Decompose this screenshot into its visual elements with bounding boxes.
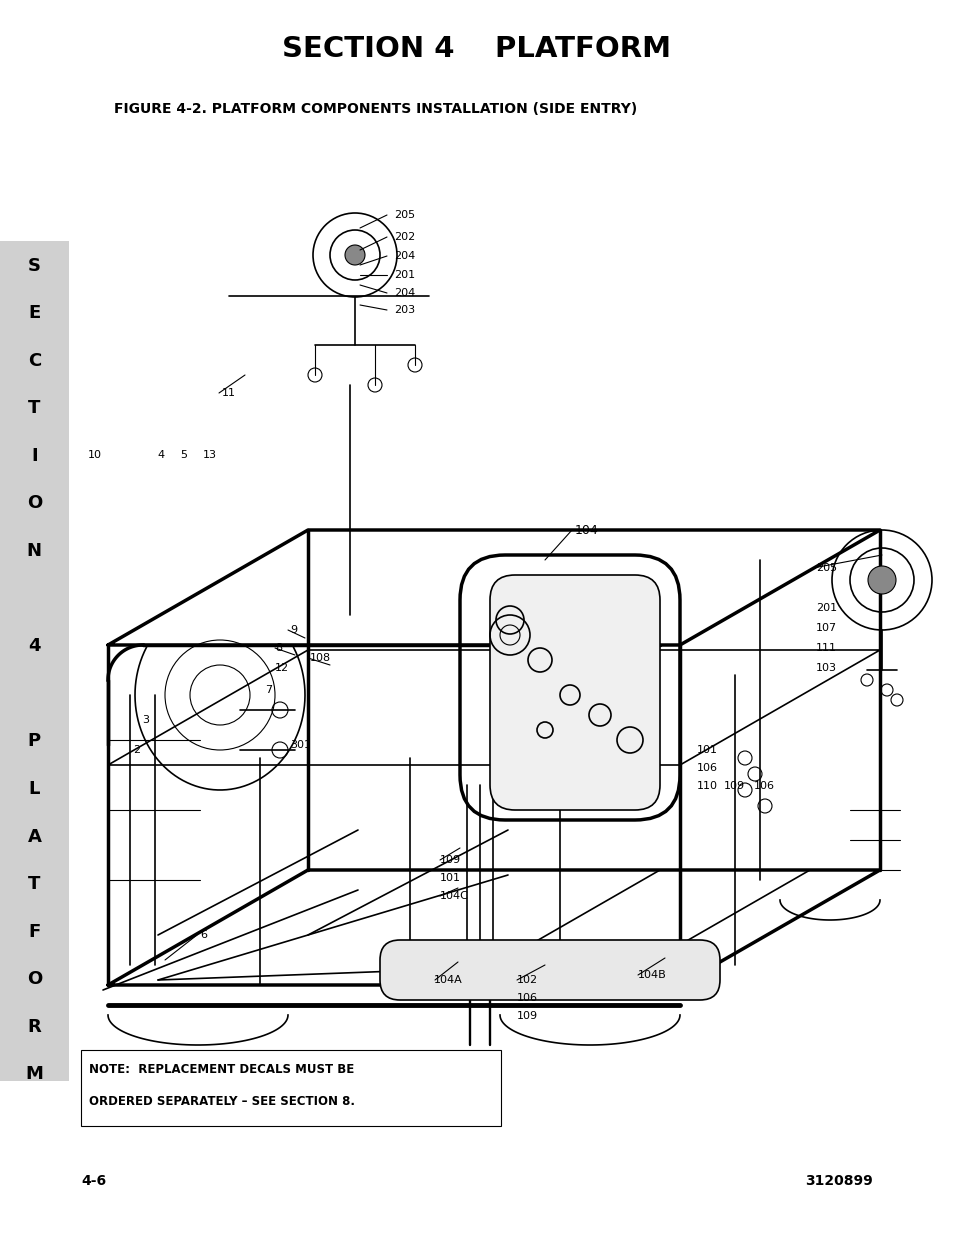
Text: O: O [27,971,42,988]
Text: F: F [29,923,40,941]
Text: 204: 204 [394,288,415,298]
Circle shape [867,566,895,594]
Text: 11: 11 [222,388,235,398]
Text: 3120899: 3120899 [804,1173,872,1188]
Text: 6: 6 [200,930,207,940]
FancyBboxPatch shape [490,576,659,810]
Text: 106: 106 [697,763,718,773]
Text: P: P [28,732,41,751]
Text: 8: 8 [274,643,282,653]
Text: 201: 201 [815,603,836,613]
Text: E: E [29,304,40,322]
Text: 101: 101 [697,745,718,755]
Circle shape [345,245,365,266]
Text: 111: 111 [815,643,836,653]
Bar [81,1050,500,1126]
Text: 102: 102 [517,974,537,986]
Text: NOTE:  REPLACEMENT DECALS MUST BE: NOTE: REPLACEMENT DECALS MUST BE [89,1063,354,1076]
Text: 301: 301 [290,740,311,750]
Bar [0,241,69,1081]
Text: A: A [28,827,41,846]
Text: T: T [29,876,40,893]
Text: 12: 12 [274,663,289,673]
Text: N: N [27,542,42,559]
Text: O: O [27,494,42,513]
Text: 13: 13 [203,450,216,459]
Text: 110: 110 [697,781,718,790]
Text: 103: 103 [815,663,836,673]
Text: 104B: 104B [638,969,666,981]
Text: 104C: 104C [439,890,468,902]
Text: 203: 203 [394,305,415,315]
Text: 104: 104 [575,524,598,536]
Text: 204: 204 [394,251,415,261]
Text: 108: 108 [310,653,331,663]
Text: 10: 10 [88,450,102,459]
Text: 201: 201 [394,270,415,280]
Text: T: T [29,399,40,417]
Text: C: C [28,352,41,369]
Text: 4: 4 [28,637,41,656]
Text: 109: 109 [439,855,460,864]
Text: 9: 9 [290,625,296,635]
Text: ORDERED SEPARATELY – SEE SECTION 8.: ORDERED SEPARATELY – SEE SECTION 8. [89,1095,355,1108]
Text: 2: 2 [132,745,140,755]
Text: 7: 7 [265,685,272,695]
Text: 5: 5 [180,450,187,459]
Text: 3: 3 [142,715,149,725]
Text: 106: 106 [753,781,774,790]
Text: 4-6: 4-6 [81,1173,106,1188]
Text: I: I [31,447,37,464]
Text: 104A: 104A [434,974,462,986]
Text: 109: 109 [723,781,744,790]
Text: R: R [28,1018,41,1036]
Text: 107: 107 [815,622,836,634]
Text: SECTION 4    PLATFORM: SECTION 4 PLATFORM [282,36,671,63]
Text: 101: 101 [439,873,460,883]
Text: 202: 202 [394,232,415,242]
Text: 205: 205 [394,210,415,220]
FancyBboxPatch shape [379,940,720,1000]
Text: M: M [26,1066,43,1083]
Text: 205: 205 [815,563,836,573]
Text: 106: 106 [517,993,537,1003]
Text: 4: 4 [157,450,164,459]
Text: L: L [29,781,40,798]
Text: S: S [28,257,41,274]
Text: 109: 109 [517,1011,537,1021]
Text: FIGURE 4-2. PLATFORM COMPONENTS INSTALLATION (SIDE ENTRY): FIGURE 4-2. PLATFORM COMPONENTS INSTALLA… [114,101,637,116]
